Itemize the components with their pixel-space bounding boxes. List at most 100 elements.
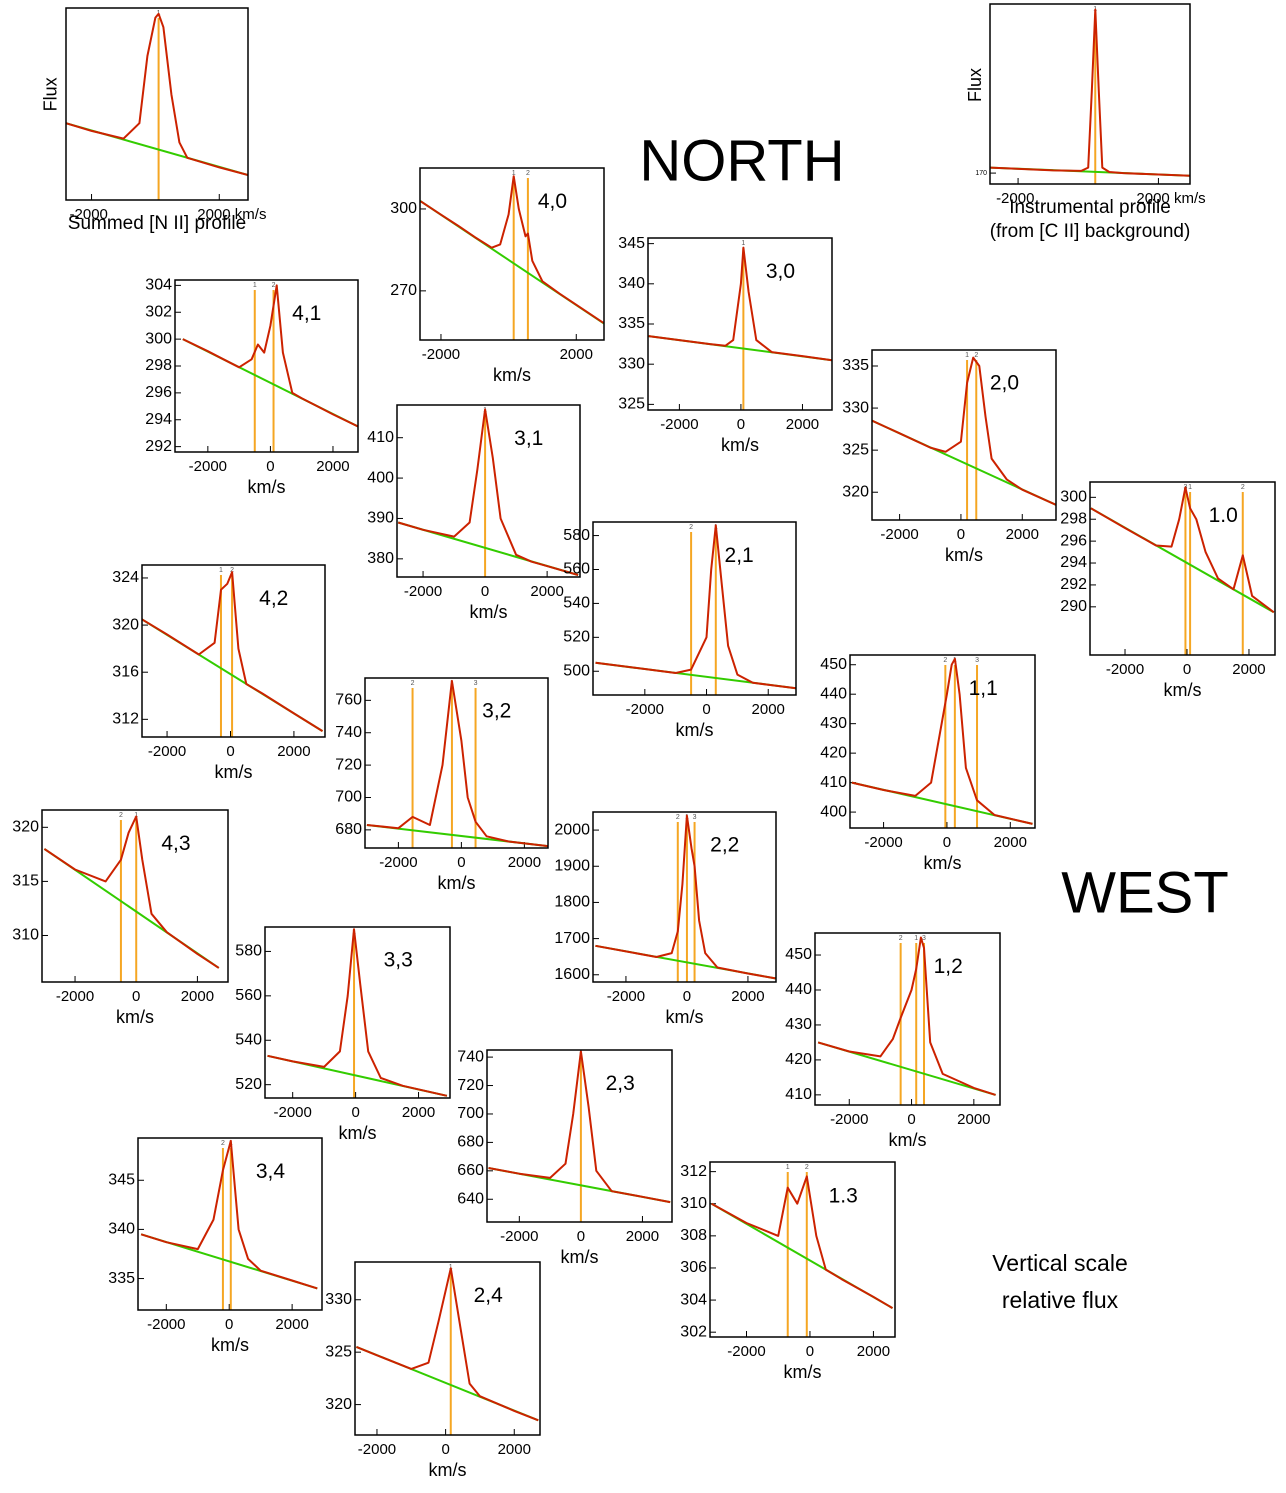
panel-title: 2,0 [990,372,1019,395]
series-line [595,814,776,980]
panel-title: 2,1 [725,544,754,567]
x-tick-label: -2000 [626,701,664,718]
component-label: 3 [975,657,979,664]
component-label: 1 [253,282,257,289]
y-tick-label: 720 [335,756,362,773]
x-tick-label: 0 [132,988,140,1005]
component-label: 2 [526,170,530,177]
y-tick-label: 292 [145,438,172,455]
x-tick-label: 0 [907,1111,915,1128]
x-axis-label: km/s [784,1362,822,1382]
panel-title: 1,2 [934,955,963,978]
x-tick-label: 2000 [498,1441,531,1458]
y-tick-label: 520 [563,629,590,646]
series-line [817,936,996,1096]
panel: 292 294 296 298 300 302 304 -2000 0 2000 1 2 4,1 km/s [145,277,359,497]
north-label: NORTH [639,128,844,193]
series-line [488,1050,671,1204]
panel-frame [592,521,797,696]
y-tick-label: 325 [842,441,869,458]
x-tick-label: -2000 [727,1343,765,1360]
x-axis-label: km/s [470,602,508,622]
y-tick-label: 540 [563,595,590,612]
panel-title: 3,3 [384,949,413,972]
series-group [356,1267,539,1422]
x-axis-label: km/s [666,1007,704,1027]
x-tick-label: 2000 [957,1111,990,1128]
panel-title: 4,0 [538,190,567,213]
x-axis-label: km/s [438,873,476,893]
panel-title: 3,0 [766,260,795,283]
y-tick-label: 335 [108,1270,135,1287]
panel-title: 1,1 [969,677,998,700]
component-label: 1 [741,240,745,247]
y-tick-label: 1600 [554,966,590,983]
x-tick-label: -2000 [864,834,902,851]
panel: 312 316 320 324 -2000 0 2000 1 2 4,2 km/s [112,564,326,782]
panel-title: 2,3 [606,1072,635,1095]
panel-frame [264,926,451,1099]
x-axis-label: km/s [116,1007,154,1027]
x-tick-label: 0 [457,854,465,871]
panel-frame [592,811,777,983]
series-line [990,8,1190,177]
scale-note: Vertical scale [992,1250,1128,1276]
y-tick-label: 330 [325,1291,352,1308]
x-tick-label: 0 [943,834,951,851]
x-tick-label: 2000 [1232,661,1265,678]
y-tick-label: 320 [12,819,39,836]
panel-title: 3,4 [256,1160,286,1183]
component-label: 2 [805,1164,809,1171]
component-label: 2 [272,282,276,289]
y-tick-label: 270 [390,282,417,299]
y-tick-label: 320 [842,483,869,500]
components [676,822,696,982]
x-tick-label: 2000 [752,701,785,718]
y-tick-label: 316 [112,663,139,680]
y-tick-label: 680 [457,1134,484,1151]
series-group [142,571,324,732]
x-tick-label: -2000 [607,988,645,1005]
y-tick-label: 410 [367,429,394,446]
components [253,290,275,452]
x-tick-label: 2000 [560,346,593,363]
y-tick-label: 640 [457,1190,484,1207]
y-tick-label: 2000 [554,821,590,838]
series-line [1090,486,1275,614]
y-tick-label: 290 [1060,598,1087,615]
y-tick-label: 680 [335,821,362,838]
x-tick-label: -2000 [56,988,94,1005]
y-tick-label: 170 [975,170,987,177]
components [411,688,477,848]
x-tick-label: -2000 [500,1228,538,1245]
y-tick-label: 292 [1060,576,1087,593]
y-tick-label: 294 [145,411,172,428]
component-label: 1 [786,1164,790,1171]
series-group [990,8,1190,177]
panel-frame [141,564,326,738]
component-label: 1 [134,812,138,819]
y-tick-label: 1900 [554,857,590,874]
panel: 310 315 320 -2000 0 2000 2 1 4,3 km/s [12,809,229,1027]
y-tick-label: 296 [1060,532,1087,549]
component-label: 3 [474,680,478,687]
y-tick-label: 298 [1060,510,1087,527]
components [221,1148,232,1310]
y-tick-label: 320 [112,616,139,633]
component-label: 2 [221,1140,225,1147]
series-line [66,12,248,176]
x-tick-label: 0 [481,583,489,600]
y-tick-label: 298 [145,357,172,374]
y-tick-label: 440 [820,685,847,702]
panel-frame [814,932,1001,1106]
y-tick-label: 760 [335,692,362,709]
y-tick-label: 296 [145,384,172,401]
y-tick-label: 520 [235,1076,262,1093]
x-tick-label: 2000 [316,458,349,475]
panel-title: 1.0 [1209,504,1238,527]
y-tick-label: 430 [785,1016,812,1033]
